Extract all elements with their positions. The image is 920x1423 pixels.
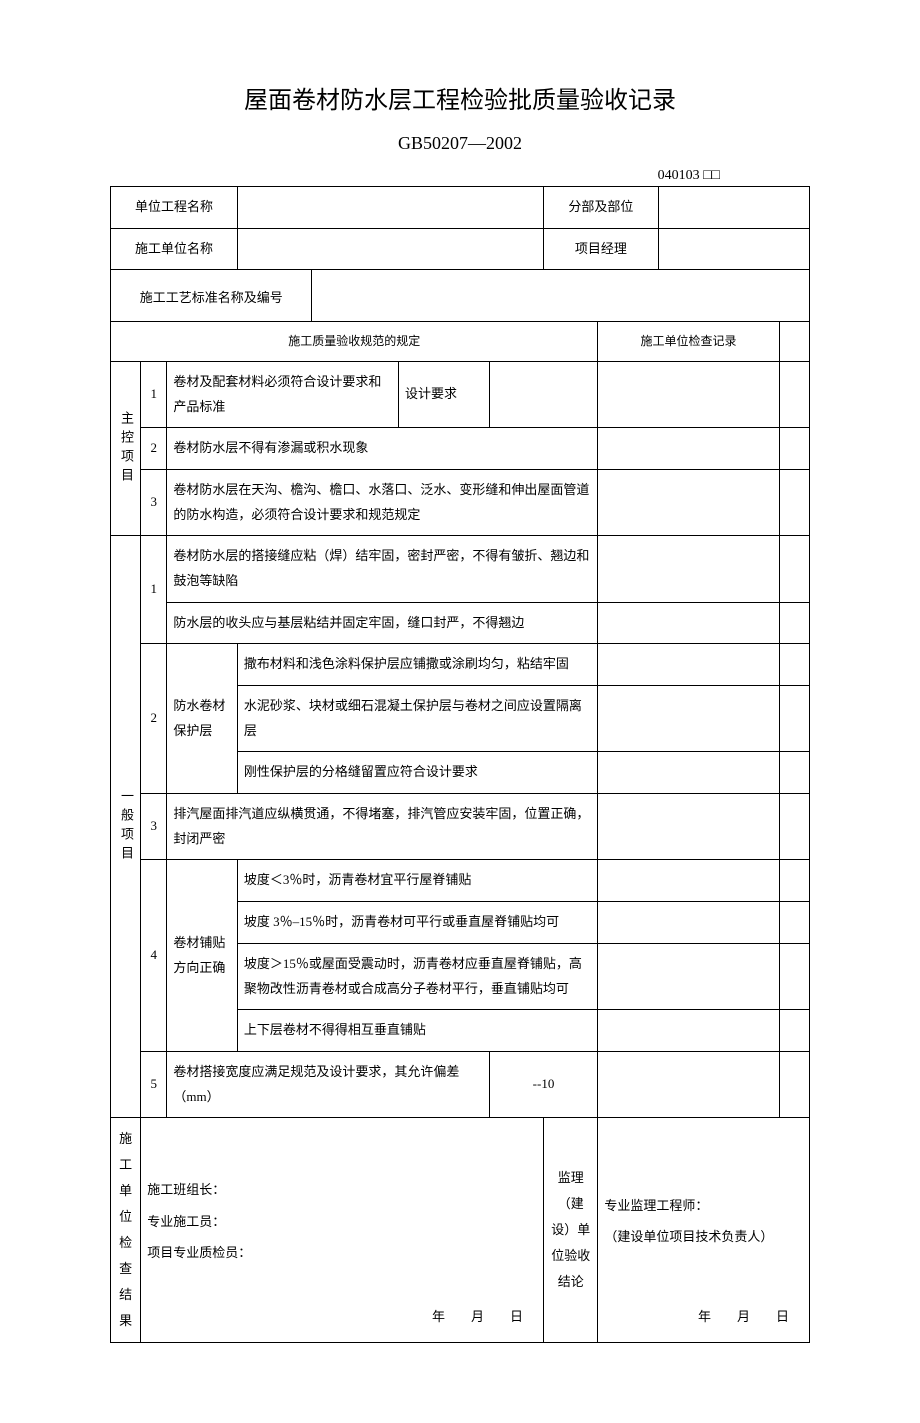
m3-num: 3 — [141, 469, 167, 535]
g2-num: 2 — [141, 644, 167, 794]
m1-rec-c — [779, 361, 809, 427]
g2b-rec-c — [779, 686, 809, 752]
val-subpart — [658, 187, 809, 229]
g4d-rec-c — [779, 1010, 809, 1052]
g2-a: 撒布材料和浅色涂料保护层应铺撒或涂刷均匀，粘结牢固 — [237, 644, 598, 686]
g1b-rec-c — [779, 602, 809, 644]
g4a-rec-c — [779, 860, 809, 902]
m1-rec-a — [489, 361, 598, 427]
g2b-rec — [598, 686, 779, 752]
footer-right-date: 年 月 日 — [598, 1292, 810, 1343]
g4d-rec — [598, 1010, 779, 1052]
main-table: 单位工程名称 分部及部位 施工单位名称 项目经理 施工工艺标准名称及编号 施工质… — [110, 186, 810, 1343]
g1-rec-c — [779, 536, 809, 602]
m1-num: 1 — [141, 361, 167, 427]
m3-rec-c — [779, 469, 809, 535]
g3-num: 3 — [141, 794, 167, 860]
g4a-rec — [598, 860, 779, 902]
label-pm: 项目经理 — [544, 228, 659, 270]
val-pm — [658, 228, 809, 270]
label-subpart: 分部及部位 — [544, 187, 659, 229]
g4-num: 4 — [141, 860, 167, 1051]
sig-right-1: 专业监理工程师： — [604, 1190, 803, 1221]
footer-left-body: 施工班组长： 专业施工员： 项目专业质检员： — [141, 1118, 544, 1292]
val-process-spec — [312, 270, 810, 322]
sig-line-1: 施工班组长： — [147, 1174, 537, 1205]
m2-num: 2 — [141, 428, 167, 470]
sig-right-2: （建设单位项目技术负责人） — [604, 1221, 803, 1252]
g4c-rec-c — [779, 943, 809, 1009]
sig-line-2: 专业施工员： — [147, 1206, 537, 1237]
g2a-rec-c — [779, 644, 809, 686]
section-main: 主控项目 — [111, 361, 141, 535]
label-construction-unit: 施工单位名称 — [111, 228, 238, 270]
g4c-rec — [598, 943, 779, 1009]
g5-text: 卷材搭接宽度应满足规范及设计要求，其允许偏差（mm） — [167, 1051, 489, 1117]
footer-right-body: 专业监理工程师： （建设单位项目技术负责人） — [598, 1118, 810, 1292]
g4-d: 上下层卷材不得得相互垂直铺贴 — [237, 1010, 598, 1052]
footer-left-label: 施工单位检查结果 — [111, 1118, 141, 1343]
sig-line-3: 项目专业质检员： — [147, 1237, 537, 1268]
g5-num: 5 — [141, 1051, 167, 1117]
m1-textB: 设计要求 — [399, 361, 490, 427]
label-unit-project: 单位工程名称 — [111, 187, 238, 229]
val-unit-project — [237, 187, 543, 229]
m2-text: 卷材防水层不得有渗漏或积水现象 — [167, 428, 598, 470]
g1-a: 卷材防水层的搭接缝应粘（焊）结牢固，密封严密，不得有皱折、翘边和鼓泡等缺陷 — [167, 536, 598, 602]
g3-rec — [598, 794, 779, 860]
col-spec: 施工质量验收规范的规定 — [111, 322, 598, 362]
top-code: 040103 □□ — [110, 168, 810, 184]
g1-b: 防水层的收头应与基层粘结并固定牢固，缝口封严，不得翘边 — [167, 602, 598, 644]
page-title: 屋面卷材防水层工程检验批质量验收记录 — [110, 80, 810, 115]
col-record: 施工单位检查记录 — [598, 322, 779, 362]
g5-val: --10 — [489, 1051, 598, 1117]
g3-text: 排汽屋面排汽道应纵横贯通，不得堵塞，排汽管应安装牢固，位置正确，封闭严密 — [167, 794, 598, 860]
label-process-spec: 施工工艺标准名称及编号 — [111, 270, 312, 322]
g1-num: 1 — [141, 536, 167, 644]
g2c-rec — [598, 752, 779, 794]
footer-left-date: 年 月 日 — [141, 1292, 544, 1343]
footer-left-label-text: 施工单位检查结果 — [119, 1131, 132, 1328]
g4-label: 卷材铺贴方向正确 — [167, 860, 238, 1051]
g2c-rec-c — [779, 752, 809, 794]
m2-rec-c — [779, 428, 809, 470]
val-construction-unit — [237, 228, 543, 270]
m2-rec — [598, 428, 779, 470]
m3-text: 卷材防水层在天沟、檐沟、檐口、水落口、泛水、变形缝和伸出屋面管道的防水构造，必须… — [167, 469, 598, 535]
m1-rec-b — [598, 361, 779, 427]
g5-rec — [598, 1051, 779, 1117]
g2-b: 水泥砂浆、块材或细石混凝土保护层与卷材之间应设置隔离层 — [237, 686, 598, 752]
g5-rec-c — [779, 1051, 809, 1117]
g4b-rec-c — [779, 902, 809, 944]
page-subtitle: GB50207—2002 — [110, 133, 810, 154]
g1-rec — [598, 536, 779, 602]
g4-a: 坡度＜3％时，沥青卷材宜平行屋脊铺贴 — [237, 860, 598, 902]
section-general: 一般项目 — [111, 536, 141, 1118]
m3-rec — [598, 469, 779, 535]
g4-b: 坡度 3％–15％时，沥青卷材可平行或垂直屋脊铺贴均可 — [237, 902, 598, 944]
g4b-rec — [598, 902, 779, 944]
g1b-rec — [598, 602, 779, 644]
m1-textA: 卷材及配套材料必须符合设计要求和产品标准 — [167, 361, 399, 427]
g2-label: 防水卷材保护层 — [167, 644, 238, 794]
g2a-rec — [598, 644, 779, 686]
g4-c: 坡度＞15％或屋面受震动时，沥青卷材应垂直屋脊铺贴，高聚物改性沥青卷材或合成高分… — [237, 943, 598, 1009]
g3-rec-c — [779, 794, 809, 860]
col-blank — [779, 322, 809, 362]
footer-mid-label: 监理（建设）单位验收结论 — [544, 1118, 598, 1343]
g2-c: 刚性保护层的分格缝留置应符合设计要求 — [237, 752, 598, 794]
